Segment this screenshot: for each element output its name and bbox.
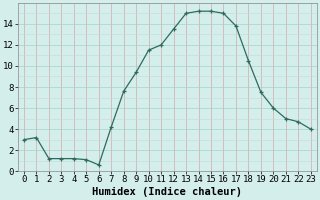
- X-axis label: Humidex (Indice chaleur): Humidex (Indice chaleur): [92, 187, 242, 197]
